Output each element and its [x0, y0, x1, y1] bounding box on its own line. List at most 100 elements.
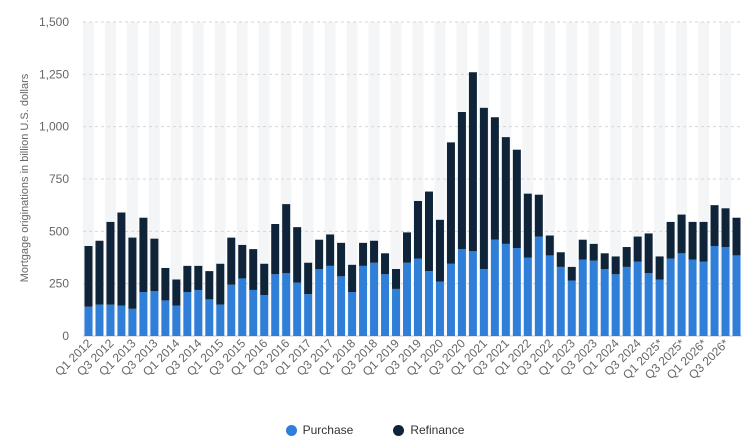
bar-refinance[interactable]	[326, 234, 335, 266]
bar-refinance[interactable]	[172, 279, 181, 306]
bar-refinance[interactable]	[446, 142, 455, 264]
bar-refinance[interactable]	[238, 244, 247, 279]
bar-refinance[interactable]	[666, 221, 675, 259]
bar-refinance[interactable]	[688, 221, 697, 260]
bar-refinance[interactable]	[523, 193, 532, 258]
bar-purchase[interactable]	[249, 289, 258, 336]
bar-purchase[interactable]	[359, 265, 368, 336]
bar-refinance[interactable]	[293, 227, 302, 283]
bar-refinance[interactable]	[271, 224, 280, 275]
bar-refinance[interactable]	[699, 221, 708, 262]
bar-purchase[interactable]	[699, 261, 708, 336]
bar-purchase[interactable]	[139, 292, 148, 336]
bar-purchase[interactable]	[271, 274, 280, 336]
bar-purchase[interactable]	[666, 258, 675, 336]
bar-purchase[interactable]	[622, 266, 631, 336]
bar-purchase[interactable]	[732, 255, 741, 336]
bar-refinance[interactable]	[644, 233, 653, 274]
bar-purchase[interactable]	[556, 266, 565, 336]
bar-purchase[interactable]	[172, 305, 181, 336]
bar-purchase[interactable]	[435, 281, 444, 336]
bar-refinance[interactable]	[348, 264, 357, 293]
bar-purchase[interactable]	[512, 248, 521, 336]
bar-refinance[interactable]	[567, 266, 576, 281]
bar-refinance[interactable]	[183, 265, 192, 293]
bar-purchase[interactable]	[677, 253, 686, 336]
bar-purchase[interactable]	[106, 304, 115, 336]
bar-purchase[interactable]	[348, 292, 357, 336]
bar-refinance[interactable]	[435, 219, 444, 282]
bar-refinance[interactable]	[95, 240, 104, 305]
bar-purchase[interactable]	[688, 259, 697, 336]
bar-refinance[interactable]	[128, 237, 137, 309]
bar-refinance[interactable]	[600, 253, 609, 270]
bar-purchase[interactable]	[392, 288, 401, 336]
bar-purchase[interactable]	[293, 282, 302, 336]
bar-purchase[interactable]	[578, 259, 587, 336]
bar-purchase[interactable]	[117, 305, 126, 336]
bar-purchase[interactable]	[457, 249, 466, 336]
bar-refinance[interactable]	[457, 112, 466, 250]
bar-refinance[interactable]	[424, 191, 433, 272]
bar-refinance[interactable]	[304, 262, 313, 295]
bar-refinance[interactable]	[633, 236, 642, 262]
bar-refinance[interactable]	[216, 263, 225, 305]
bar-purchase[interactable]	[381, 274, 390, 336]
bar-refinance[interactable]	[578, 239, 587, 260]
bar-purchase[interactable]	[84, 306, 93, 336]
bar-refinance[interactable]	[249, 249, 258, 290]
bar-purchase[interactable]	[644, 273, 653, 336]
bar-refinance[interactable]	[282, 204, 291, 274]
bar-purchase[interactable]	[600, 269, 609, 336]
bar-refinance[interactable]	[106, 221, 115, 305]
bar-purchase[interactable]	[413, 258, 422, 336]
bar-purchase[interactable]	[282, 273, 291, 336]
bar-refinance[interactable]	[161, 267, 170, 301]
bar-purchase[interactable]	[95, 304, 104, 336]
bar-refinance[interactable]	[403, 232, 412, 263]
bar-refinance[interactable]	[589, 243, 598, 261]
bar-refinance[interactable]	[556, 252, 565, 267]
bar-refinance[interactable]	[721, 208, 730, 248]
bar-refinance[interactable]	[84, 245, 93, 307]
bar-purchase[interactable]	[183, 292, 192, 336]
bar-refinance[interactable]	[260, 263, 269, 296]
legend-item-refinance[interactable]: Refinance	[393, 420, 464, 440]
bar-refinance[interactable]	[501, 137, 510, 244]
bar-purchase[interactable]	[337, 276, 346, 336]
bar-refinance[interactable]	[611, 256, 620, 275]
bar-purchase[interactable]	[161, 300, 170, 336]
bar-purchase[interactable]	[424, 271, 433, 336]
bar-refinance[interactable]	[227, 237, 236, 285]
bar-purchase[interactable]	[370, 262, 379, 336]
bar-purchase[interactable]	[326, 265, 335, 336]
bar-purchase[interactable]	[227, 284, 236, 336]
bar-purchase[interactable]	[403, 262, 412, 336]
bar-refinance[interactable]	[479, 107, 488, 270]
bar-purchase[interactable]	[501, 243, 510, 336]
bar-refinance[interactable]	[534, 194, 543, 237]
bar-refinance[interactable]	[359, 242, 368, 266]
bar-refinance[interactable]	[732, 217, 741, 256]
bar-purchase[interactable]	[567, 280, 576, 336]
bar-purchase[interactable]	[194, 289, 203, 336]
bar-purchase[interactable]	[205, 299, 214, 336]
bar-refinance[interactable]	[315, 239, 324, 270]
bar-refinance[interactable]	[413, 200, 422, 259]
bar-purchase[interactable]	[534, 236, 543, 336]
bar-purchase[interactable]	[468, 251, 477, 336]
bar-purchase[interactable]	[446, 263, 455, 336]
bar-refinance[interactable]	[512, 149, 521, 249]
bar-purchase[interactable]	[633, 261, 642, 336]
bar-refinance[interactable]	[117, 212, 126, 306]
bar-refinance[interactable]	[677, 214, 686, 254]
bar-purchase[interactable]	[523, 257, 532, 337]
bar-purchase[interactable]	[710, 245, 719, 336]
bar-refinance[interactable]	[710, 205, 719, 246]
bar-refinance[interactable]	[381, 253, 390, 275]
bar-purchase[interactable]	[260, 295, 269, 336]
bar-purchase[interactable]	[589, 260, 598, 336]
bar-refinance[interactable]	[205, 271, 214, 300]
bar-purchase[interactable]	[479, 269, 488, 336]
bar-purchase[interactable]	[490, 239, 499, 336]
